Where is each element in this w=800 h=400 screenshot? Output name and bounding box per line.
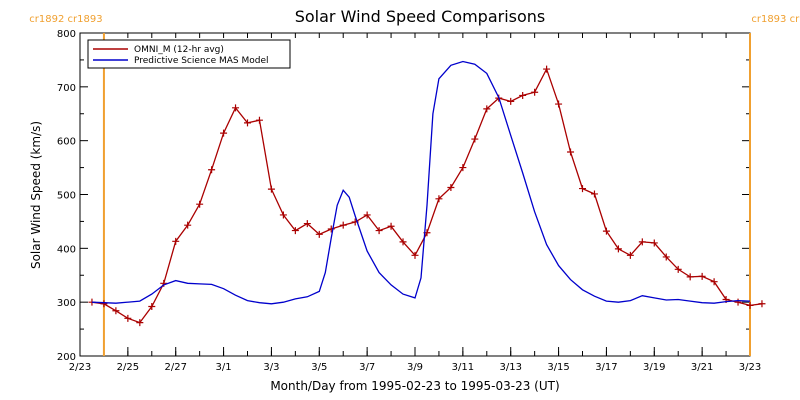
series-point [638, 238, 646, 246]
x-tick-label: 3/5 [311, 362, 327, 373]
x-tick-label: 2/23 [69, 362, 91, 373]
series-point [674, 265, 682, 273]
legend-box [87, 39, 291, 69]
series-point [758, 300, 766, 308]
x-tick-label: 3/21 [691, 362, 713, 373]
y-tick-label: 500 [57, 191, 76, 202]
x-tick-label: 3/1 [216, 362, 232, 373]
legend: OMNI_M (12-hr avg)Predictive Science MAS… [87, 39, 291, 69]
series-point [244, 119, 251, 127]
series-point [315, 230, 323, 238]
series-point [399, 238, 407, 246]
series-point [543, 65, 551, 73]
series-point [112, 307, 120, 315]
series-point [100, 300, 108, 308]
series-point [387, 222, 395, 230]
series-point [303, 220, 311, 228]
x-tick-label: 3/23 [739, 362, 761, 373]
x-tick-label: 3/17 [595, 362, 617, 373]
series-point [124, 314, 132, 322]
x-tick-label: 3/11 [452, 362, 474, 373]
series-point [579, 185, 586, 193]
x-tick-label: 3/13 [499, 362, 521, 373]
x-tick-label: 3/3 [263, 362, 279, 373]
series-point [483, 105, 491, 113]
series-point [136, 319, 144, 327]
series-point [339, 221, 347, 229]
series-point [531, 88, 539, 96]
series-point [519, 91, 527, 99]
legend-entry: OMNI_M (12-hr avg) [134, 45, 224, 55]
series-point [208, 166, 216, 174]
series-point [614, 245, 622, 253]
series-point [555, 100, 563, 108]
y-tick-label: 600 [57, 137, 76, 148]
series-point [590, 190, 598, 198]
series-point [184, 221, 192, 229]
y-tick-label: 300 [57, 298, 76, 309]
series-point [447, 184, 455, 192]
series-point [710, 278, 718, 286]
x-axis-label: Month/Day from 1995-02-23 to 1995-03-23 … [270, 379, 559, 393]
legend-entry: Predictive Science MAS Model [134, 56, 269, 66]
series-point [602, 227, 610, 235]
plot-area: 200 300 400 500 600 700 800 2/23 2/25 2/27 3/1 3/3 3… [29, 14, 800, 373]
carrington-rotation-label: cr1893 cr1894 [751, 14, 800, 25]
series-point [375, 227, 383, 235]
plot-frame [79, 32, 751, 357]
x-tick-label: 3/7 [359, 362, 375, 373]
series-line [91, 60, 751, 305]
series-point [471, 135, 479, 143]
series-point [327, 225, 335, 233]
series-point [567, 148, 575, 156]
series-point [507, 97, 515, 105]
series-point [196, 200, 204, 208]
series-point [220, 129, 228, 137]
series-point [459, 164, 467, 172]
series-point [734, 298, 742, 306]
series-point [686, 273, 694, 281]
x-tick-label: 3/15 [547, 362, 569, 373]
x-tick-label: 3/9 [407, 362, 423, 373]
series-point [662, 253, 670, 261]
series-point [172, 237, 180, 245]
x-tick-label: 2/27 [164, 362, 186, 373]
series-point [650, 239, 658, 247]
series-point [160, 279, 168, 287]
y-tick-label: 800 [57, 29, 76, 40]
y-axis-label: Solar Wind Speed (km/s) [29, 121, 43, 269]
carrington-rotation-label: cr1892 cr1893 [29, 14, 102, 25]
series-point [279, 211, 287, 219]
series-point [435, 195, 443, 203]
x-tick-label: 2/25 [117, 362, 139, 373]
series-point [746, 301, 754, 309]
series-point [363, 211, 371, 219]
series-point [291, 227, 299, 235]
x-tick-label: 3/19 [643, 362, 665, 373]
y-tick-label: 200 [57, 352, 76, 363]
series-point [255, 116, 263, 124]
chart-title: Solar Wind Speed Comparisons [295, 7, 546, 26]
series-point [411, 251, 419, 259]
series-point [148, 302, 156, 310]
y-tick-label: 400 [57, 244, 76, 255]
y-tick-label: 700 [57, 83, 76, 94]
series-point [232, 104, 240, 112]
series-point [698, 272, 706, 280]
series-point [626, 251, 634, 259]
series-point [267, 185, 275, 193]
